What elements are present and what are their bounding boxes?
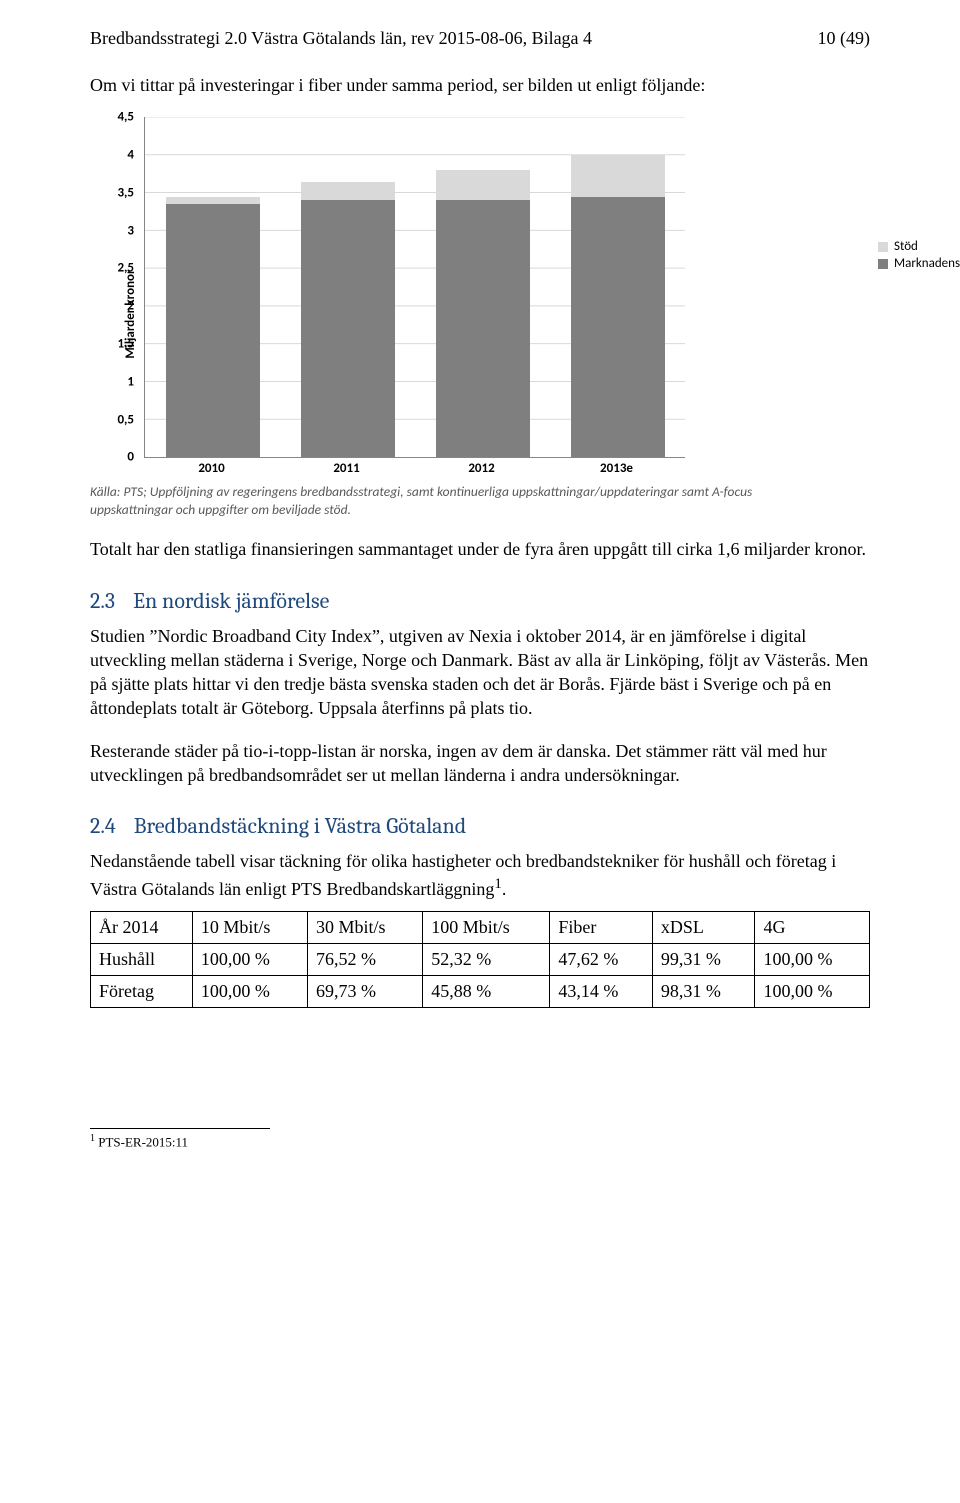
para-2-4-tail: . <box>502 879 507 899</box>
bar-segment-marknadens <box>436 200 530 457</box>
table-cell: 45,88 % <box>423 975 550 1007</box>
footnote-rule <box>90 1128 270 1129</box>
footnote-text: PTS-ER-2015:11 <box>95 1134 188 1149</box>
table-header-cell: 10 Mbit/s <box>192 911 307 943</box>
table-header-cell: År 2014 <box>91 911 193 943</box>
bar-segment-marknadens <box>571 197 665 458</box>
page: Bredbandsstrategi 2.0 Västra Götalands l… <box>0 0 960 1503</box>
table-row: Hushåll100,00 %76,52 %52,32 %47,62 %99,3… <box>91 943 870 975</box>
table-header-row: År 201410 Mbit/s30 Mbit/s100 Mbit/sFiber… <box>91 911 870 943</box>
xtick-label: 2010 <box>198 461 224 476</box>
table-cell: Hushåll <box>91 943 193 975</box>
ytick-label: 3 <box>127 223 134 238</box>
legend-label: Marknadens aktörer <box>894 256 960 271</box>
footnote: 1 PTS-ER-2015:11 <box>90 1133 870 1150</box>
para-2-4: Nedanstående tabell visar täckning för o… <box>90 849 870 901</box>
table-cell: 43,14 % <box>550 975 653 1007</box>
bar-segment-marknadens <box>301 200 395 457</box>
ytick-label: 4 <box>127 148 134 163</box>
table-header-cell: xDSL <box>652 911 755 943</box>
table-row: Företag100,00 %69,73 %45,88 %43,14 %98,3… <box>91 975 870 1007</box>
para-2-3-a: Studien ”Nordic Broadband City Index”, u… <box>90 624 870 721</box>
chart-xticks: 2010 2011 2012 2013e <box>144 461 684 483</box>
intro-text: Om vi tittar på investeringar i fiber un… <box>90 73 870 97</box>
header-left: Bredbandsstrategi 2.0 Västra Götalands l… <box>90 28 592 49</box>
chart-plot-area <box>144 117 685 458</box>
para-total-financing: Totalt har den statliga finansieringen s… <box>90 537 870 561</box>
bar-group <box>301 117 395 457</box>
chart-source-text: Källa: PTS; Uppföljning av regeringens b… <box>90 483 752 518</box>
bar-group <box>166 117 260 457</box>
heading-2-4: 2.4 Bredbandstäckning i Västra Götaland <box>90 813 870 839</box>
table-cell: 100,00 % <box>755 943 870 975</box>
ytick-label: 2,5 <box>117 261 134 276</box>
heading-2-3: 2.3 En nordisk jämförelse <box>90 588 870 614</box>
table-body: Hushåll100,00 %76,52 %52,32 %47,62 %99,3… <box>91 943 870 1007</box>
table-header-cell: 100 Mbit/s <box>423 911 550 943</box>
table-cell: 47,62 % <box>550 943 653 975</box>
ytick-label: 4,5 <box>117 110 134 125</box>
ytick-label: 1 <box>127 374 134 389</box>
table-cell: 99,31 % <box>652 943 755 975</box>
heading-title: En nordisk jämförelse <box>133 588 329 614</box>
table-cell: 100,00 % <box>755 975 870 1007</box>
coverage-table: År 201410 Mbit/s30 Mbit/s100 Mbit/sFiber… <box>90 911 870 1008</box>
heading-number: 2.3 <box>90 588 115 614</box>
legend-item-marknadens: Marknadens aktörer <box>878 256 960 271</box>
ytick-label: 2 <box>127 299 134 314</box>
table-cell: 100,00 % <box>192 975 307 1007</box>
chart-source: Källa: PTS; Uppföljning av regeringens b… <box>90 483 810 519</box>
table-cell: 100,00 % <box>192 943 307 975</box>
xtick-label: 2012 <box>468 461 494 476</box>
chart-legend: Stöd Marknadens aktörer <box>878 239 960 273</box>
table-cell: 52,32 % <box>423 943 550 975</box>
ytick-label: 3,5 <box>117 185 134 200</box>
xtick-label: 2011 <box>333 461 359 476</box>
ytick-label: 0,5 <box>117 412 134 427</box>
fiber-investment-chart: Miljarder kronor 00,511,522,533,544,5 20… <box>90 109 870 519</box>
table-header-cell: Fiber <box>550 911 653 943</box>
para-2-4-text: Nedanstående tabell visar täckning för o… <box>90 851 836 898</box>
legend-label: Stöd <box>894 239 918 254</box>
legend-item-stod: Stöd <box>878 239 960 254</box>
xtick-label: 2013e <box>600 461 633 476</box>
legend-swatch <box>878 259 888 269</box>
ytick-label: 1,5 <box>117 336 134 351</box>
heading-title: Bredbandstäckning i Västra Götaland <box>134 813 467 839</box>
para-2-3-b: Resterande städer på tio-i-topp-listan ä… <box>90 739 870 788</box>
running-header: Bredbandsstrategi 2.0 Västra Götalands l… <box>90 28 870 49</box>
header-pagenum: 10 (49) <box>818 28 871 49</box>
legend-swatch <box>878 242 888 252</box>
chart-yticks: 00,511,522,533,544,5 <box>90 117 138 457</box>
table-cell: 69,73 % <box>308 975 423 1007</box>
heading-number: 2.4 <box>90 813 116 839</box>
table-header-cell: 30 Mbit/s <box>308 911 423 943</box>
bar-group <box>571 117 665 457</box>
ytick-label: 0 <box>127 450 134 465</box>
table-cell: Företag <box>91 975 193 1007</box>
bar-segment-marknadens <box>166 204 260 457</box>
table-cell: 76,52 % <box>308 943 423 975</box>
footnote-ref: 1 <box>494 876 502 892</box>
table-header-cell: 4G <box>755 911 870 943</box>
table-cell: 98,31 % <box>652 975 755 1007</box>
bar-group <box>436 117 530 457</box>
